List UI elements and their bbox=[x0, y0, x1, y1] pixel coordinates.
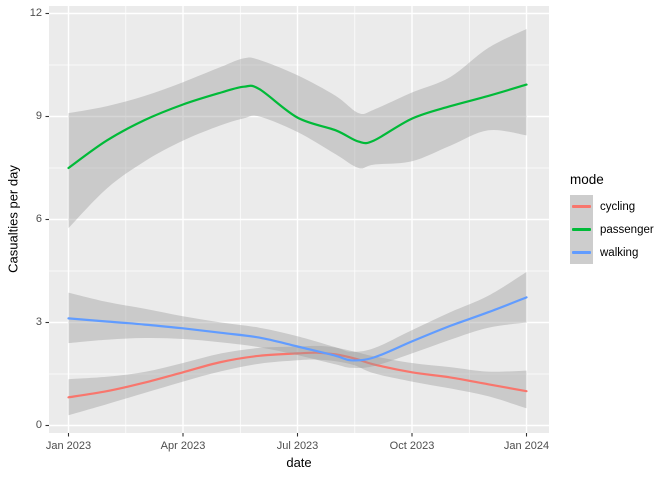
y-tick-label: 12 bbox=[29, 7, 42, 20]
legend: mode cycling passenger walking bbox=[570, 172, 654, 264]
legend-key-swatch bbox=[570, 241, 593, 264]
legend-title: mode bbox=[570, 172, 604, 187]
legend-item: walking bbox=[570, 241, 654, 264]
legend-key-line-icon bbox=[572, 228, 591, 231]
legend-item: cycling bbox=[570, 195, 654, 218]
trend-line-passenger bbox=[67, 83, 528, 170]
series-layer bbox=[67, 29, 528, 416]
x-tick-label: Jan 2023 bbox=[45, 440, 92, 452]
legend-label: passenger bbox=[600, 223, 654, 236]
axis-tick-marks bbox=[45, 12, 528, 437]
legend-key-swatch bbox=[570, 195, 593, 218]
trend-line-walking bbox=[67, 296, 528, 362]
x-tick-label: Jul 2023 bbox=[276, 440, 319, 452]
confidence-band-passenger bbox=[68, 29, 527, 229]
x-tick-label: Apr 2023 bbox=[160, 440, 206, 452]
y-tick-label: 0 bbox=[35, 419, 42, 431]
x-tick-label: Jan 2024 bbox=[503, 440, 550, 452]
y-tick-label: 6 bbox=[35, 213, 42, 226]
x-tick-label: Oct 2023 bbox=[389, 440, 435, 452]
legend-item: passenger bbox=[570, 218, 654, 241]
gridlines bbox=[49, 6, 549, 433]
legend-label: walking bbox=[600, 246, 639, 259]
confidence-band-walking bbox=[68, 272, 527, 369]
y-axis-title: Casualties per day bbox=[5, 165, 21, 273]
legend-items: cycling passenger walking bbox=[570, 195, 654, 264]
x-axis-title: date bbox=[286, 455, 312, 470]
y-tick-label: 3 bbox=[35, 316, 42, 328]
legend-key-line-icon bbox=[572, 205, 591, 208]
confidence-band-cycling bbox=[68, 345, 527, 416]
legend-key-swatch bbox=[570, 218, 593, 241]
legend-label: cycling bbox=[600, 200, 636, 213]
legend-key-line-icon bbox=[572, 251, 591, 254]
y-tick-label: 9 bbox=[35, 110, 42, 123]
trend-line-cycling bbox=[67, 351, 528, 399]
